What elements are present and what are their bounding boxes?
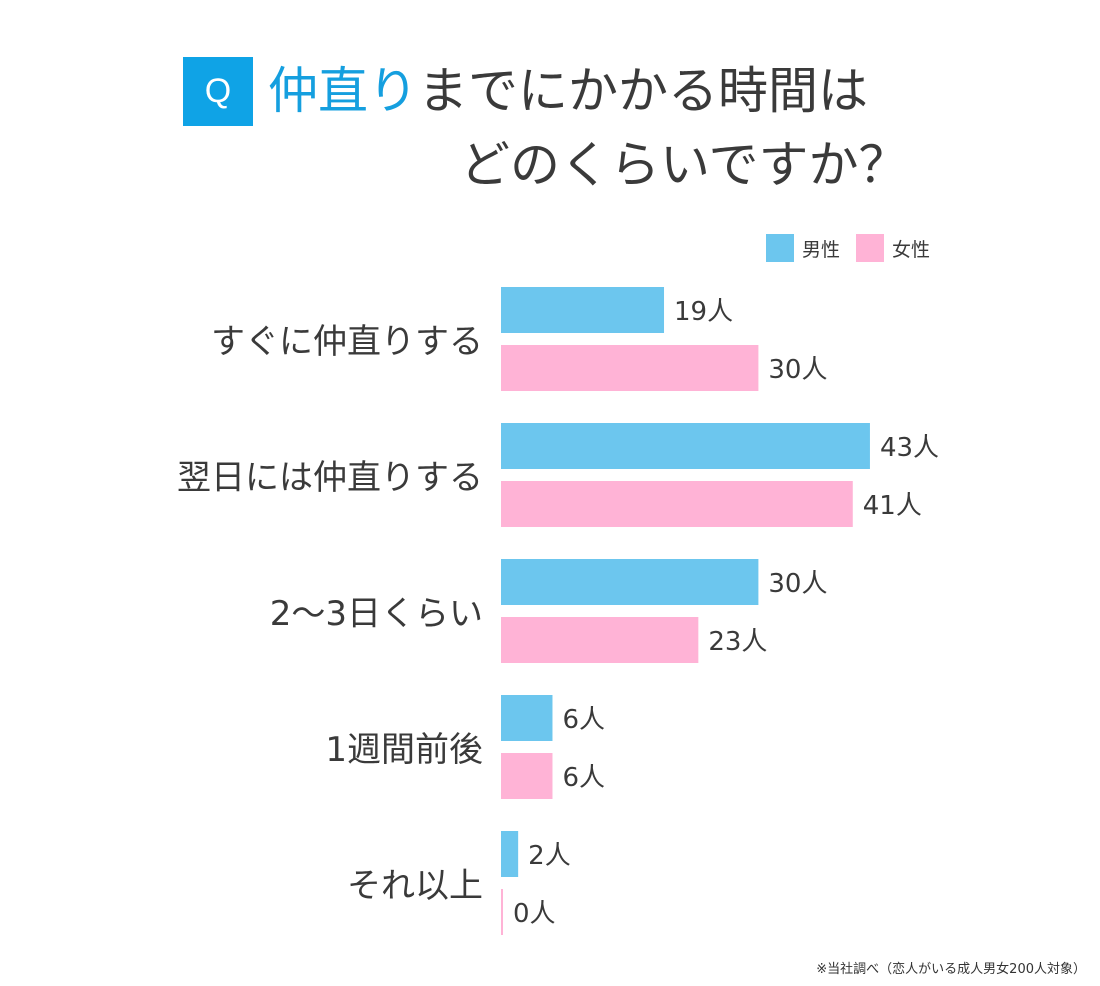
data-label: 30人 xyxy=(768,355,827,385)
data-label: 30人 xyxy=(768,569,827,599)
legend-item-male: 男性 xyxy=(766,234,840,262)
data-label: 41人 xyxy=(863,491,922,521)
bar-female xyxy=(501,753,553,799)
legend-swatch-female xyxy=(856,234,885,262)
bar-male xyxy=(501,831,519,877)
question-badge: Q xyxy=(183,57,253,126)
bar-female xyxy=(501,889,503,935)
category-label: それ以上 xyxy=(347,866,483,906)
bar-male xyxy=(501,423,870,469)
category-label: 2〜3日くらい xyxy=(270,594,483,634)
chart-title-line-2: どのくらいですか？ xyxy=(460,136,909,194)
data-label: 6人 xyxy=(562,705,605,735)
data-label: 6人 xyxy=(562,763,605,793)
data-label: 19人 xyxy=(674,297,733,327)
bar-male xyxy=(501,287,665,333)
legend: 男性 女性 xyxy=(766,234,946,262)
data-label: 2人 xyxy=(528,841,571,871)
data-label: 23人 xyxy=(708,627,767,657)
data-label: 43人 xyxy=(880,433,939,463)
legend-label-male: 男性 xyxy=(802,238,841,261)
data-label: 0人 xyxy=(513,899,556,929)
bar-male xyxy=(501,559,759,605)
bar-female xyxy=(501,345,759,391)
title-highlight: 仲直り xyxy=(268,62,418,120)
category-label: 翌日には仲直りする xyxy=(177,458,483,498)
legend-item-female: 女性 xyxy=(856,234,930,262)
category-label: 1週間前後 xyxy=(325,730,483,770)
title-rest: までにかかる時間は xyxy=(418,62,868,120)
bar-female xyxy=(501,481,853,527)
legend-label-female: 女性 xyxy=(892,238,931,261)
bar-female xyxy=(501,617,699,663)
legend-swatch-male xyxy=(766,234,794,262)
category-label: すぐに仲直りする xyxy=(211,322,483,362)
bar-male xyxy=(501,695,553,741)
chart-title-line-1: 仲直りまでにかかる時間は xyxy=(268,66,868,116)
footnote: ※当社調べ（恋人がいる成人男女200人対象） xyxy=(816,962,1086,977)
